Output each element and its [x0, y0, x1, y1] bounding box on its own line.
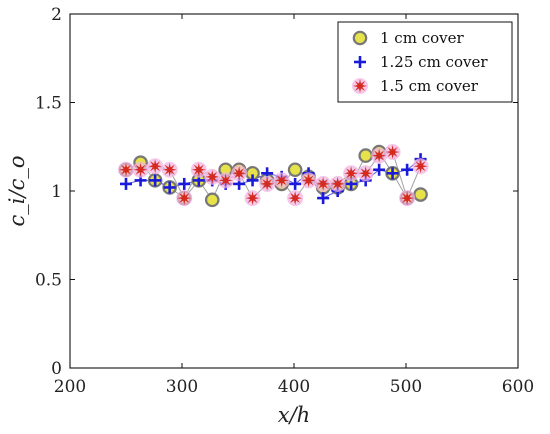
data-point-s1-p14 [317, 192, 330, 205]
data-point-s2-p20 [399, 190, 416, 207]
data-point-s2-p3 [161, 161, 178, 178]
legend-label-1: 1.25 cm cover [380, 53, 488, 71]
x-tick-label: 400 [278, 377, 310, 397]
data-point-s1-p18 [373, 163, 386, 176]
data-point-s2-p17 [357, 165, 374, 182]
data-point-s2-p15 [329, 175, 346, 192]
star-marker [205, 169, 220, 184]
legend-label-0: 1 cm cover [380, 29, 464, 47]
data-point-s2-p21 [412, 158, 429, 175]
data-point-s2-p4 [176, 190, 193, 207]
data-point-s2-p16 [343, 165, 360, 182]
y-axis-label: c_i/c_o [5, 156, 29, 227]
data-point-s1-p19 [386, 167, 399, 180]
data-point-s2-p9 [244, 190, 261, 207]
star-marker [344, 166, 359, 181]
x-tick-label: 500 [390, 377, 422, 397]
star-marker [400, 191, 415, 206]
star-marker [358, 166, 373, 181]
plot-layer [118, 144, 429, 208]
data-point-s2-p13 [300, 172, 317, 189]
data-point-s1-p2 [149, 174, 162, 187]
data-point-s1-p4 [178, 177, 191, 190]
data-point-s2-p12 [287, 190, 304, 207]
y-tick-label: 1 [51, 182, 62, 202]
circle-marker [413, 187, 428, 202]
data-point-s2-p19 [384, 144, 401, 161]
legend-marker-2 [352, 78, 368, 94]
star-marker [218, 173, 233, 188]
star-marker [385, 145, 400, 160]
star-marker [260, 176, 275, 191]
data-point-s2-p7 [217, 172, 234, 189]
y-tick-label: 2 [51, 5, 62, 25]
data-point-s2-p6 [204, 168, 221, 185]
data-point-s1-p0 [120, 177, 132, 190]
star-marker [301, 173, 316, 188]
star-marker [232, 166, 247, 181]
star-marker [413, 159, 428, 174]
data-point-s2-p14 [315, 175, 332, 192]
data-point-s0-p6 [204, 192, 220, 208]
x-tick-label: 200 [54, 377, 86, 397]
data-point-s2-p11 [273, 172, 290, 189]
legend: 1 cm cover 1.25 cm cover 1.5 cm cover [337, 21, 513, 103]
data-point-s0-p12 [287, 162, 303, 178]
data-point-s2-p5 [190, 161, 207, 178]
data-point-s1-p12 [289, 177, 302, 190]
star-marker [133, 162, 148, 177]
axis-layer: 200 300 400 500 600 0 0.5 1 1.5 2 x/h c_i/c_o [5, 5, 534, 427]
star-marker [353, 79, 367, 93]
star-marker [330, 176, 345, 191]
data-point-s2-p0 [118, 161, 134, 178]
circle-marker [352, 30, 368, 46]
star-marker [316, 176, 331, 191]
legend-marker-1 [354, 56, 366, 68]
x-tick-label: 600 [502, 377, 534, 397]
data-point-s2-p10 [259, 175, 276, 192]
y-tick-label: 0 [51, 359, 62, 379]
star-marker [245, 191, 260, 206]
data-point-s2-p8 [231, 165, 248, 182]
star-marker [372, 148, 387, 163]
y-tick-label: 0.5 [35, 271, 62, 291]
data-point-s2-p1 [132, 161, 149, 178]
star-marker [288, 191, 303, 206]
circle-marker [204, 192, 220, 208]
star-marker [162, 162, 177, 177]
data-point-s1-p20 [401, 163, 414, 176]
star-marker [119, 162, 133, 177]
star-marker [177, 191, 192, 206]
data-point-s0-p21 [413, 187, 428, 202]
star-marker [274, 173, 289, 188]
data-point-s1-p3 [163, 181, 176, 194]
legend-marker-0 [352, 30, 368, 46]
y-tick-label: 1.5 [35, 94, 62, 114]
x-tick-label: 300 [166, 377, 198, 397]
data-point-s2-p2 [147, 158, 164, 175]
circle-marker [358, 148, 373, 163]
legend-label-2: 1.5 cm cover [380, 77, 479, 95]
star-marker [148, 159, 163, 174]
star-marker [191, 162, 206, 177]
data-point-s0-p17 [358, 148, 373, 163]
data-point-s2-p18 [371, 147, 388, 164]
circle-marker [287, 162, 303, 178]
x-axis-label: x/h [278, 403, 310, 427]
data-point-s1-p9 [246, 174, 259, 187]
